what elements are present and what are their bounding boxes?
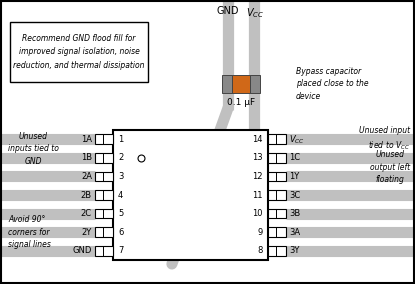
Text: 13: 13: [252, 153, 263, 162]
Text: 6: 6: [118, 228, 123, 237]
Text: Recommend GND flood fill for
improved signal isolation, noise
reduction, and the: Recommend GND flood fill for improved si…: [13, 34, 145, 70]
Text: GND: GND: [217, 6, 239, 16]
Bar: [268, 153, 286, 163]
Bar: [95, 190, 113, 200]
Text: GND: GND: [73, 246, 92, 255]
Text: 14: 14: [252, 135, 263, 144]
Text: 2A: 2A: [81, 172, 92, 181]
Bar: [268, 172, 286, 181]
Bar: [95, 227, 113, 237]
Text: Avoid 90°
corners for
signal lines: Avoid 90° corners for signal lines: [8, 215, 51, 249]
Text: 7: 7: [118, 246, 123, 255]
Bar: [268, 134, 286, 144]
Bar: [95, 246, 113, 256]
Text: 0.1 μF: 0.1 μF: [227, 98, 255, 107]
Text: 1: 1: [118, 135, 123, 144]
Text: $V_{CC}$: $V_{CC}$: [289, 133, 305, 145]
Bar: [232, 75, 250, 93]
Text: 5: 5: [118, 209, 123, 218]
Text: 3A: 3A: [289, 228, 300, 237]
Bar: [268, 246, 286, 256]
Text: 9: 9: [258, 228, 263, 237]
Text: 2B: 2B: [81, 191, 92, 199]
Bar: [268, 209, 286, 218]
Text: 1C: 1C: [289, 153, 300, 162]
Text: 1B: 1B: [81, 153, 92, 162]
Bar: [222, 75, 232, 93]
Bar: [95, 153, 113, 163]
Bar: [10, 22, 148, 82]
Text: 12: 12: [252, 172, 263, 181]
Bar: [95, 134, 113, 144]
Text: 2C: 2C: [81, 209, 92, 218]
Text: Unused input
tied to $V_{CC}$: Unused input tied to $V_{CC}$: [359, 126, 410, 152]
Bar: [268, 227, 286, 237]
Text: 3B: 3B: [289, 209, 300, 218]
Bar: [268, 190, 286, 200]
Bar: [95, 172, 113, 181]
Text: 2Y: 2Y: [82, 228, 92, 237]
Text: 10: 10: [252, 209, 263, 218]
Bar: [250, 75, 260, 93]
Bar: [113, 130, 268, 260]
Bar: [95, 209, 113, 218]
Text: 1Y: 1Y: [289, 172, 299, 181]
Text: 4: 4: [118, 191, 123, 199]
Text: Unused
output left
floating: Unused output left floating: [370, 150, 410, 184]
Text: 8: 8: [258, 246, 263, 255]
Text: 3Y: 3Y: [289, 246, 299, 255]
Text: $V_{CC}$: $V_{CC}$: [246, 6, 264, 20]
Text: 3C: 3C: [289, 191, 300, 199]
Text: 3: 3: [118, 172, 123, 181]
Text: 1A: 1A: [81, 135, 92, 144]
Text: 2: 2: [118, 153, 123, 162]
Text: 11: 11: [252, 191, 263, 199]
Text: Bypass capacitor
placed close to the
device: Bypass capacitor placed close to the dev…: [296, 67, 369, 101]
Text: Unused
inputs tied to
GND: Unused inputs tied to GND: [8, 131, 59, 166]
